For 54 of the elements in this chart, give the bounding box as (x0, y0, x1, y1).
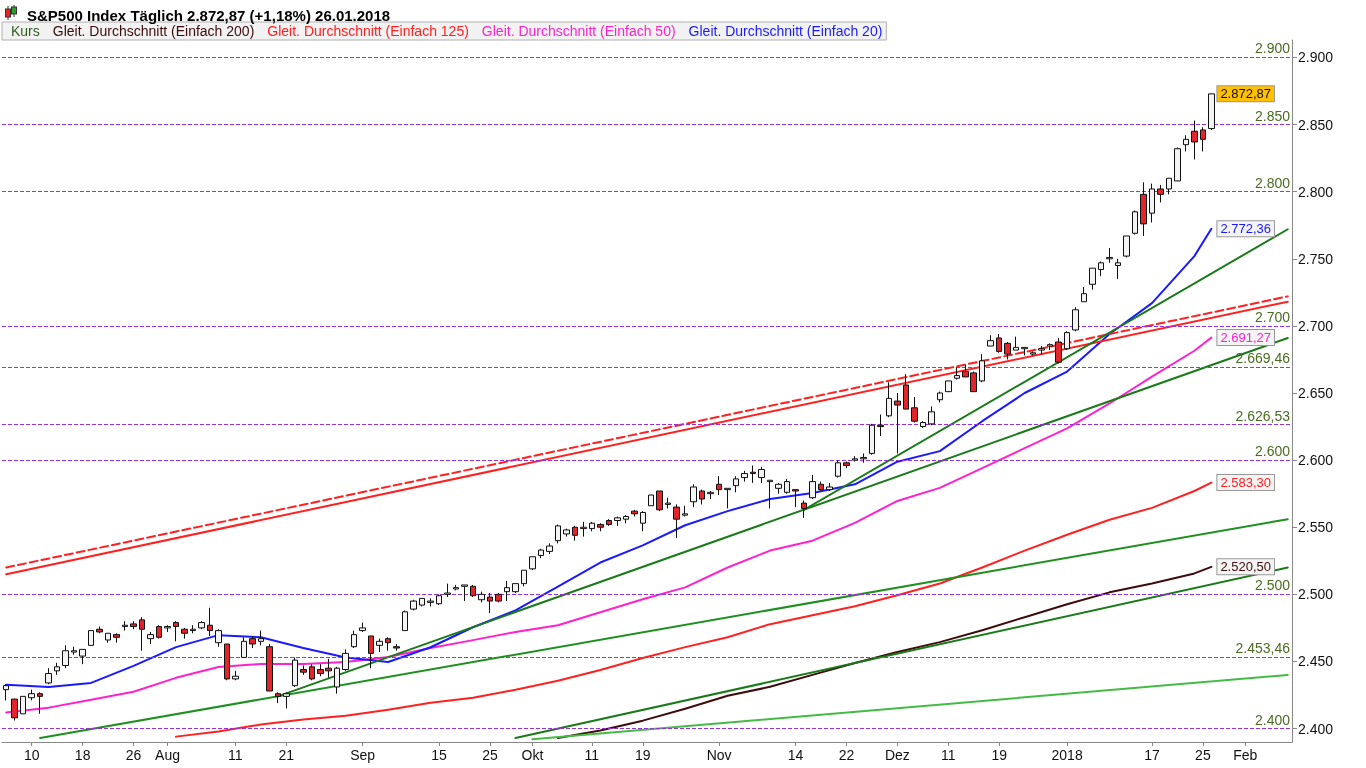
ref-line-label: 2.600 (1254, 443, 1291, 460)
y-tick-label: 2.750 (1298, 250, 1334, 267)
chart-title: S&P500 Index Täglich 2.872,87 (+1,18%) 26.01.2018 (27, 7, 391, 24)
x-tick-label: 10 (23, 747, 40, 763)
legend-label: Kurs (11, 23, 40, 39)
text: Gleit. Durchschnitt (Einfach 50) (481, 23, 676, 39)
x-tick-label: Sep (350, 747, 376, 763)
ref-line-label: 2.453,46 (1235, 639, 1291, 656)
ref-line-label: 2.626,53 (1235, 407, 1291, 424)
x-tick-label: Nov (706, 747, 732, 763)
x-tick-label: 2018 (1051, 747, 1083, 763)
x-tick-label: 26 (125, 747, 142, 763)
y-tick-label: 2.500 (1298, 586, 1334, 603)
data-label: 2.583,30 (1220, 475, 1271, 491)
x-tick-label: 19 (634, 747, 651, 763)
ref-line-label: 2.500 (1254, 577, 1291, 594)
x-tick-label: 11 (941, 747, 956, 763)
text: 2.872,87 (1220, 86, 1271, 102)
data-label: 2.772,36 (1220, 221, 1271, 237)
y-tick-label: 2.550 (1298, 519, 1334, 536)
ref-line-label: 2.669,46 (1235, 349, 1291, 366)
x-tick-label: 21 (278, 747, 295, 763)
y-tick-label: 2.700 (1298, 317, 1334, 334)
y-tick-label: 2.650 (1298, 385, 1334, 402)
data-label: 2.691,27 (1220, 330, 1271, 346)
x-tick-label: Feb (1233, 747, 1258, 763)
x-tick-label: 14 (787, 747, 804, 763)
y-tick-label: 2.900 (1298, 49, 1334, 66)
y-tick-label: 2.400 (1298, 720, 1334, 737)
ref-line-label: 2.700 (1254, 308, 1291, 325)
data-label: 2.520,50 (1220, 559, 1271, 575)
ref-line-label: 2.400 (1254, 711, 1291, 728)
y-tick-label: 2.850 (1298, 116, 1334, 133)
x-tick-label: 22 (838, 747, 855, 763)
ref-line-label: 2.800 (1254, 174, 1291, 191)
x-tick-label: 11 (228, 747, 243, 763)
x-tick-label: 18 (74, 747, 91, 763)
x-tick-label: Aug (155, 747, 180, 763)
x-tick-label: 25 (482, 747, 498, 763)
y-tick-label: 2.600 (1298, 452, 1334, 469)
x-tick-label: 19 (991, 747, 1008, 763)
x-tick-label: 15 (431, 747, 448, 763)
x-tick-label: Okt (521, 747, 544, 763)
text: Gleit. Durchschnitt (Einfach 200) (52, 23, 255, 39)
text: Gleit. Durchschnitt (Einfach 20) (688, 23, 883, 39)
x-tick-label: Dez (884, 747, 910, 763)
x-tick-label: 17 (1144, 747, 1160, 763)
x-tick-label: 11 (584, 747, 600, 763)
ref-line-label: 2.900 (1254, 40, 1291, 57)
y-tick-label: 2.800 (1298, 183, 1334, 200)
x-tick-label: 25 (1195, 747, 1211, 763)
ref-line-label: 2.850 (1254, 107, 1291, 124)
y-tick-label: 2.450 (1298, 653, 1334, 670)
text: Gleit. Durchschnitt (Einfach 125) (267, 23, 469, 39)
